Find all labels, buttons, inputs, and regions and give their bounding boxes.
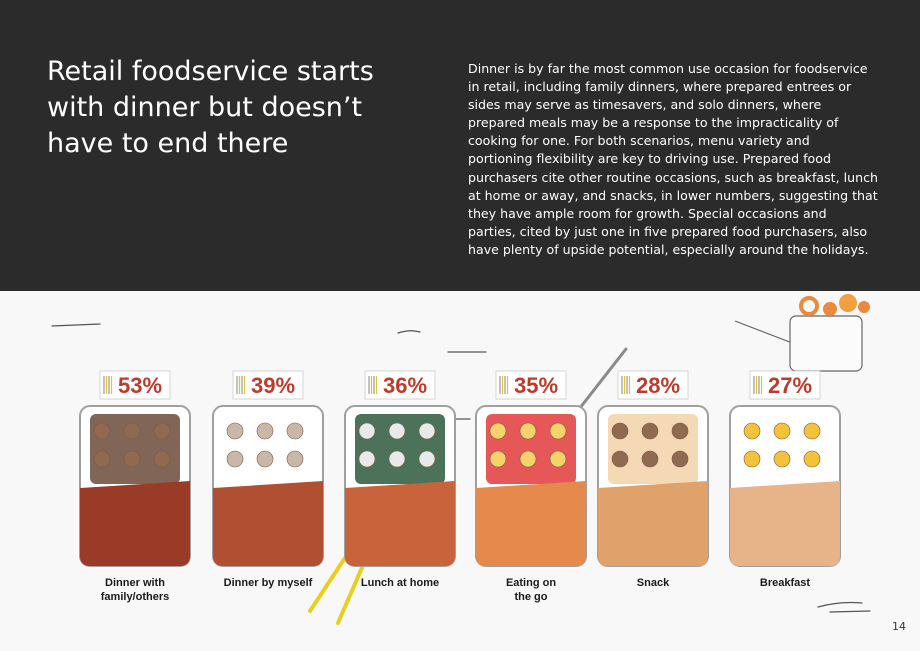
food-piece: [153, 422, 171, 440]
page-number: 14: [892, 620, 906, 633]
food-piece: [803, 450, 821, 468]
tray-sleeve: [80, 481, 190, 566]
food-piece: [123, 450, 141, 468]
food-piece: [611, 422, 629, 440]
page-title: Retail foodservice starts with dinner bu…: [47, 56, 374, 159]
intro-paragraph: Dinner is by far the most common use occ…: [468, 61, 878, 257]
occasion-percent: 35%: [514, 373, 558, 398]
tray-sleeve: [598, 481, 708, 566]
food-piece: [803, 422, 821, 440]
food-piece: [418, 450, 436, 468]
food-piece: [611, 450, 629, 468]
occasion-percent: 53%: [118, 373, 162, 398]
food-piece: [773, 450, 791, 468]
tray-sleeve: [345, 481, 455, 566]
food-piece: [773, 422, 791, 440]
occasion-illustration: 53% Dinner with family/others 39% Dinner by …: [51, 294, 871, 625]
occasion-caption: Dinner by myself: [224, 577, 313, 589]
food-piece: [519, 422, 537, 440]
food-piece: [743, 422, 761, 440]
price-tag: [99, 370, 171, 400]
food-piece: [226, 450, 244, 468]
tray-sleeve: [213, 481, 323, 566]
food-piece: [641, 422, 659, 440]
occasion-percent: 27%: [768, 373, 812, 398]
food-piece: [93, 450, 111, 468]
takeout-box-icon: [734, 294, 870, 372]
occasion-percent: 36%: [383, 373, 427, 398]
food-piece: [489, 422, 507, 440]
food-piece: [153, 450, 171, 468]
food-piece: [286, 450, 304, 468]
occasion-caption: Breakfast: [760, 577, 810, 589]
food-piece: [286, 422, 304, 440]
occasion-tray: 27% Breakfast: [729, 370, 841, 589]
food-piece: [641, 450, 659, 468]
food-piece: [93, 422, 111, 440]
food-piece: [388, 450, 406, 468]
occasion-caption: the go: [515, 591, 548, 603]
occasion-caption: Snack: [637, 577, 670, 589]
food-piece: [256, 450, 274, 468]
food-piece: [358, 450, 376, 468]
food-piece: [489, 450, 507, 468]
occasion-percent: 28%: [636, 373, 680, 398]
food-piece: [549, 450, 567, 468]
food-piece: [671, 422, 689, 440]
food-piece: [418, 422, 436, 440]
occasion-tray: 39% Dinner by myself: [212, 370, 324, 589]
occasion-caption: Dinner with: [105, 577, 165, 589]
occasion-tray: 53% Dinner with family/others: [79, 370, 191, 603]
food-piece: [226, 422, 244, 440]
header-panel: Retail foodservice starts with dinner bu…: [0, 0, 920, 291]
tray-sleeve: [730, 481, 840, 566]
food-piece: [519, 450, 537, 468]
occasion-caption: Eating on: [506, 577, 556, 589]
occasion-tray: 36% Lunch at home: [344, 370, 456, 589]
food-piece: [671, 450, 689, 468]
occasion-tray: 35% Eating on the go: [475, 370, 587, 603]
food-piece: [549, 422, 567, 440]
food-piece: [256, 422, 274, 440]
occasion-tray: 28% Snack: [597, 370, 709, 589]
food-piece: [388, 422, 406, 440]
food-piece: [358, 422, 376, 440]
food-piece: [743, 450, 761, 468]
tray-sleeve: [476, 481, 586, 566]
occasion-caption: family/others: [101, 591, 169, 603]
occasion-caption: Lunch at home: [361, 577, 439, 589]
occasion-percent: 39%: [251, 373, 295, 398]
food-piece: [123, 422, 141, 440]
